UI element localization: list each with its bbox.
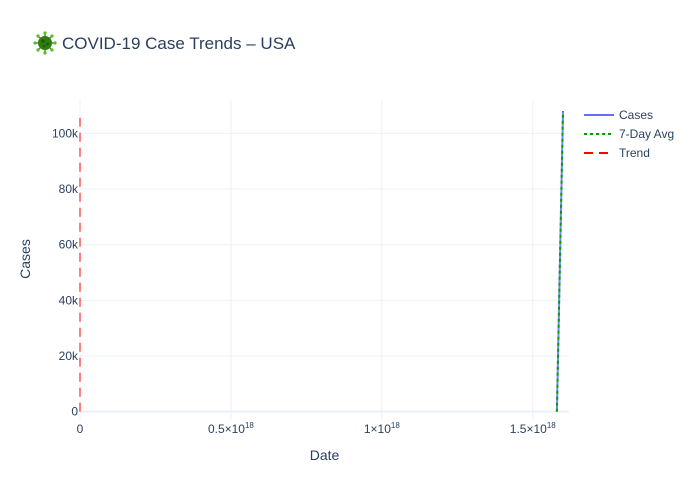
legend-label: Trend [619,146,650,160]
x-tick-label: 1×1018 [364,421,400,436]
y-tick-label: 40k [59,293,79,307]
y-tick-label: 60k [59,238,79,252]
series-line-7-day-avg [555,111,564,412]
x-tick-label: 0.5×1018 [208,421,254,436]
y-tick-label: 100k [52,126,79,140]
legend-item-7-day-avg[interactable]: 7-Day Avg [584,127,674,141]
chart-title-group: COVID-19 Case Trends – USA [33,31,296,55]
series-layer [79,111,564,412]
chart-title: COVID-19 Case Trends – USA [62,34,296,53]
y-tick-label: 20k [59,349,79,363]
legend-item-cases[interactable]: Cases [584,108,653,122]
x-tick-label: 0 [77,422,84,436]
legend-item-trend[interactable]: Trend [584,146,650,160]
y-axis-ticks: 0 20k 40k 60k 80k 100k [52,126,79,418]
x-axis-ticks: 0 0.5×1018 1×1018 1.5×1018 [77,421,557,436]
virus-icon [33,31,57,55]
legend-label: 7-Day Avg [619,127,674,141]
legend[interactable]: Cases 7-Day Avg Trend [584,108,674,160]
y-axis-title: Cases [17,239,33,279]
x-tick-label: 1.5×1018 [510,421,556,436]
x-axis-title: Date [310,447,340,463]
legend-label: Cases [619,108,653,122]
grid-layer [79,100,569,420]
y-tick-label: 0 [71,405,78,419]
y-tick-label: 80k [59,182,79,196]
